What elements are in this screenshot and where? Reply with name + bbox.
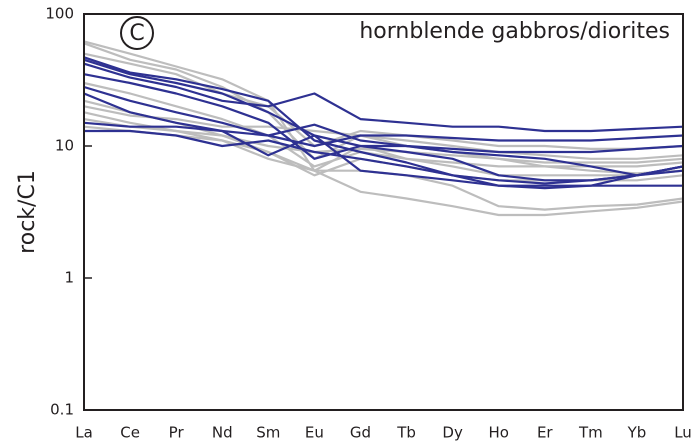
x-tick-label: Pr <box>169 424 185 442</box>
x-tick-label: Eu <box>305 424 324 442</box>
x-tick-label: Nd <box>212 424 233 442</box>
series-line <box>84 129 684 190</box>
panel-label: C <box>129 21 144 46</box>
series-line <box>83 118 684 164</box>
y-axis-label: rock/C1 <box>15 170 40 254</box>
x-tick-label: Lu <box>674 424 692 442</box>
series-line <box>83 81 684 168</box>
x-tick-label: La <box>75 424 93 442</box>
annotation: hornblende gabbros/diorites <box>359 19 670 44</box>
x-tick-label: Yb <box>627 424 647 442</box>
x-tick-label: Ho <box>488 424 508 442</box>
x-tick-label: Sm <box>256 424 280 442</box>
series-line <box>83 56 684 185</box>
y-tick-label: 0.1 <box>50 401 74 419</box>
x-tick-label: Tm <box>578 424 603 442</box>
series-line <box>83 62 684 133</box>
y-tick-label: 1 <box>64 269 74 287</box>
panel-badge <box>120 16 154 50</box>
series-line <box>83 105 684 175</box>
series-line <box>83 73 684 177</box>
y-tick-label: 100 <box>45 5 74 23</box>
plot-frame <box>83 13 684 411</box>
series-line <box>83 121 684 154</box>
series-line <box>83 52 684 150</box>
series-line <box>83 42 684 160</box>
series-line <box>83 40 684 177</box>
series-line <box>83 85 684 148</box>
x-tick-label: Ce <box>120 424 140 442</box>
x-tick-label: Tb <box>396 424 416 442</box>
x-tick-label: Er <box>537 424 553 442</box>
y-tick-label: 10 <box>55 137 74 155</box>
x-tick-label: Gd <box>350 424 371 442</box>
x-tick-label: Dy <box>442 424 463 442</box>
